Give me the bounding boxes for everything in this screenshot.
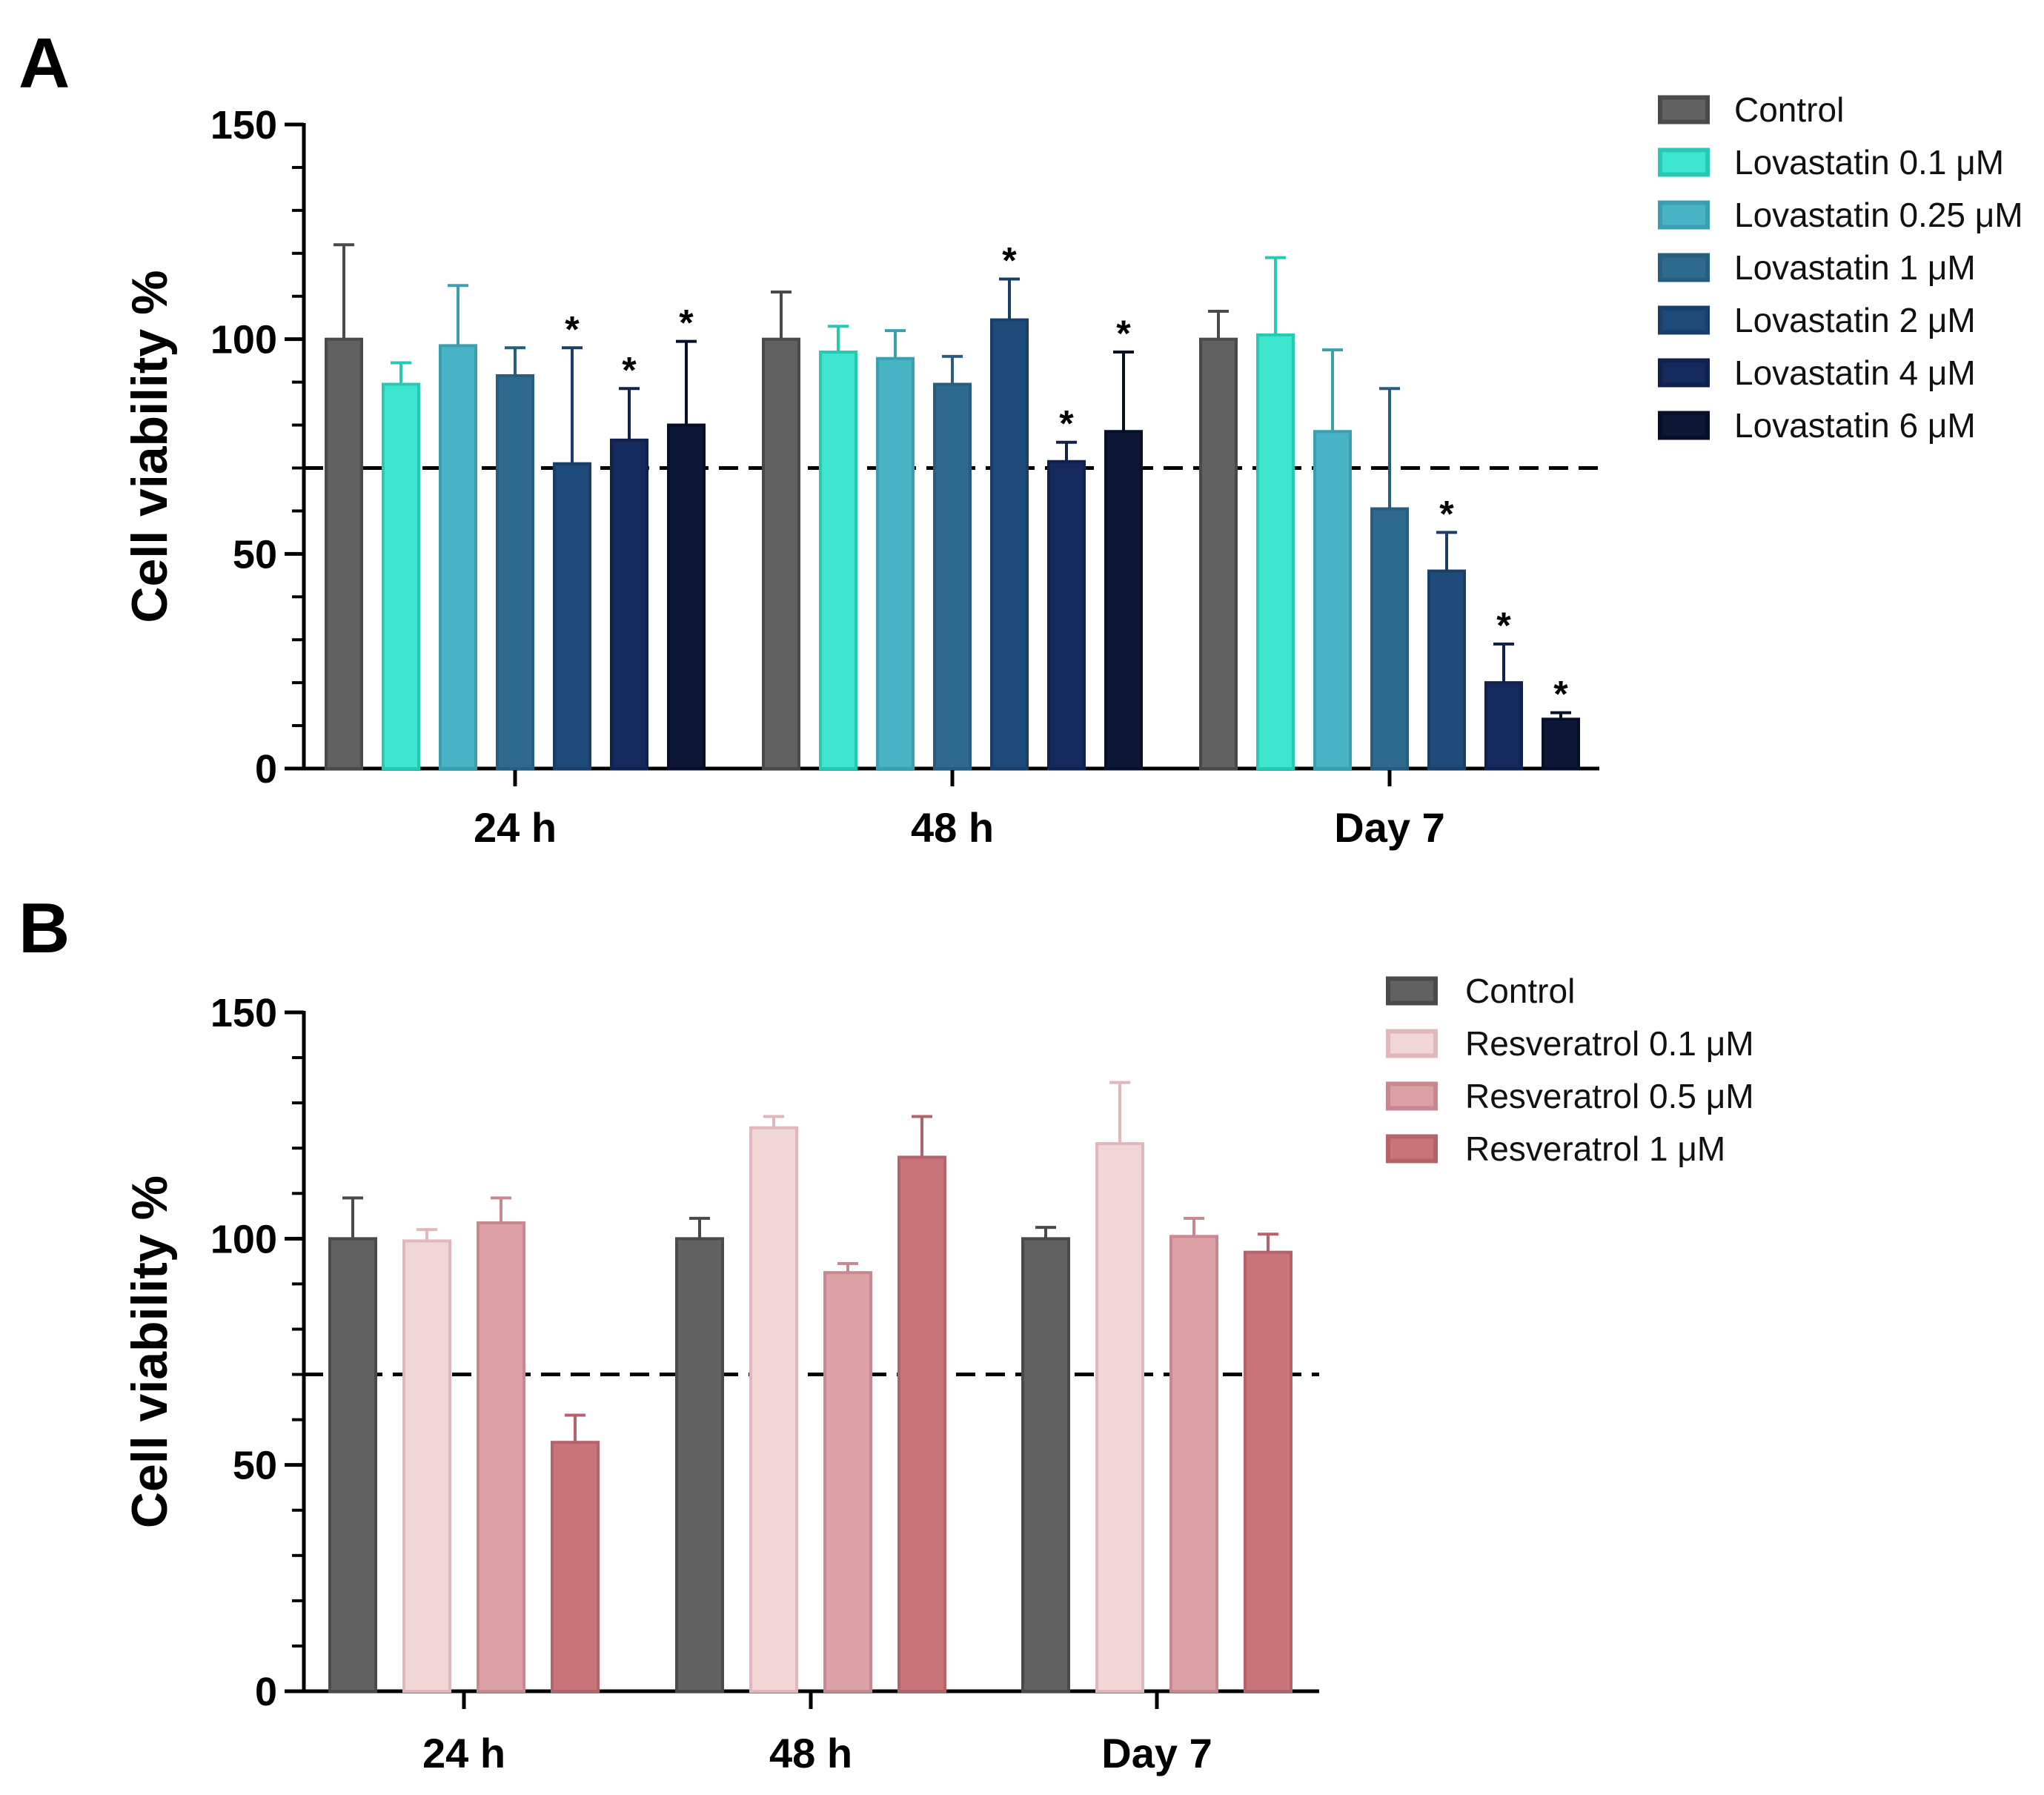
bar (382, 382, 420, 770)
bar (749, 1126, 798, 1693)
legend-swatch (1658, 200, 1710, 230)
legend-label: Lovastatin 0.1 μM (1734, 143, 2004, 182)
legend-swatch (1658, 95, 1710, 125)
bar (819, 351, 857, 770)
x-tick-label: 24 h (422, 1730, 505, 1776)
panel-a-chart: A 0 50 100 150 Cell viability % 24 h * * * 48 h * *… (19, 24, 2023, 851)
legend-swatch (1658, 147, 1710, 177)
legend-label: Resveratrol 0.5 μM (1465, 1077, 1754, 1115)
y-tick-label: 100 (210, 1217, 277, 1261)
significance-star: * (1553, 674, 1568, 715)
x-tick-label: 48 h (911, 804, 994, 851)
bar (1313, 430, 1352, 770)
legend-swatch (1386, 1029, 1438, 1058)
bar (1256, 333, 1295, 770)
bar (325, 337, 363, 770)
legend-swatch (1658, 411, 1710, 440)
panel-a-legend: Control Lovastatin 0.1 μM Lovastatin 0.25 … (1658, 90, 2023, 445)
y-tick-label: 0 (255, 1670, 277, 1714)
bar (328, 1237, 377, 1693)
bar (610, 438, 648, 770)
legend-swatch (1386, 1134, 1438, 1164)
y-tick-label: 50 (233, 532, 277, 577)
panel-b-letter: B (19, 889, 70, 968)
significance-star: * (1059, 403, 1074, 445)
legend-swatch (1386, 1081, 1438, 1111)
bar (823, 1271, 872, 1693)
significance-star: * (565, 308, 580, 350)
y-axis-title: Cell viability % (122, 1175, 178, 1528)
bar (1542, 717, 1580, 770)
panel-b-plot-area: 0 50 100 150 Cell viability % 24 h 48 h Day 7 (122, 991, 1319, 1776)
significance-star: * (1116, 313, 1131, 354)
legend-label: Lovastatin 0.25 μM (1734, 196, 2023, 234)
significance-star: * (1002, 240, 1017, 282)
bar (496, 374, 534, 771)
legend-label: Lovastatin 1 μM (1734, 248, 1976, 287)
bar (876, 356, 915, 770)
bar (551, 1441, 600, 1693)
bar (1104, 430, 1143, 770)
bar (933, 382, 972, 770)
bar (1244, 1250, 1293, 1693)
bar (1199, 337, 1238, 770)
bar (762, 337, 800, 770)
legend-label: Lovastatin 2 μM (1734, 301, 1976, 339)
y-tick-label: 150 (210, 991, 277, 1035)
bar (1370, 507, 1409, 771)
legend-swatch (1386, 976, 1438, 1006)
panel-a-plot-area: 0 50 100 150 Cell viability % 24 h * * * 48 h * * * D… (122, 103, 1599, 851)
bar (402, 1239, 451, 1693)
x-tick-label: Day 7 (1334, 804, 1444, 851)
bar (1021, 1237, 1070, 1693)
panel-a-letter: A (19, 24, 70, 103)
bar (675, 1237, 724, 1693)
legend-swatch (1658, 305, 1710, 335)
x-tick-label: Day 7 (1101, 1730, 1212, 1776)
legend-label: Control (1465, 972, 1575, 1010)
bar (1427, 569, 1466, 770)
y-tick-label: 0 (255, 747, 277, 792)
legend-swatch (1658, 253, 1710, 282)
legend-label: Control (1734, 90, 1844, 129)
significance-star: * (1496, 605, 1511, 646)
bar (1095, 1142, 1144, 1693)
legend-label: Resveratrol 0.1 μM (1465, 1024, 1754, 1063)
y-tick-label: 100 (210, 318, 277, 362)
bar (667, 423, 706, 770)
panel-b-chart: B 0 50 100 150 Cell viability % 24 h 48 h Day 7… (19, 889, 1754, 1776)
y-tick-label: 50 (233, 1444, 277, 1488)
x-tick-label: 48 h (769, 1730, 852, 1776)
bar (990, 318, 1029, 770)
bar (553, 462, 591, 770)
legend-swatch (1658, 358, 1710, 388)
legend-label: Lovastatin 6 μM (1734, 406, 1976, 445)
bar (439, 344, 477, 770)
bar (1047, 459, 1086, 770)
y-axis-title: Cell viability % (122, 270, 178, 623)
bar (1484, 681, 1523, 771)
bar (477, 1221, 525, 1693)
panel-b-legend: Control Resveratrol 0.1 μM Resveratrol 0.5… (1386, 972, 1754, 1168)
legend-label: Lovastatin 4 μM (1734, 354, 1976, 392)
significance-star: * (679, 302, 694, 344)
significance-star: * (622, 349, 637, 391)
y-tick-label: 150 (210, 103, 277, 147)
legend-label: Resveratrol 1 μM (1465, 1129, 1725, 1168)
bar (1169, 1235, 1218, 1693)
x-tick-label: 24 h (474, 804, 557, 851)
bar (897, 1155, 946, 1693)
significance-star: * (1439, 493, 1454, 534)
